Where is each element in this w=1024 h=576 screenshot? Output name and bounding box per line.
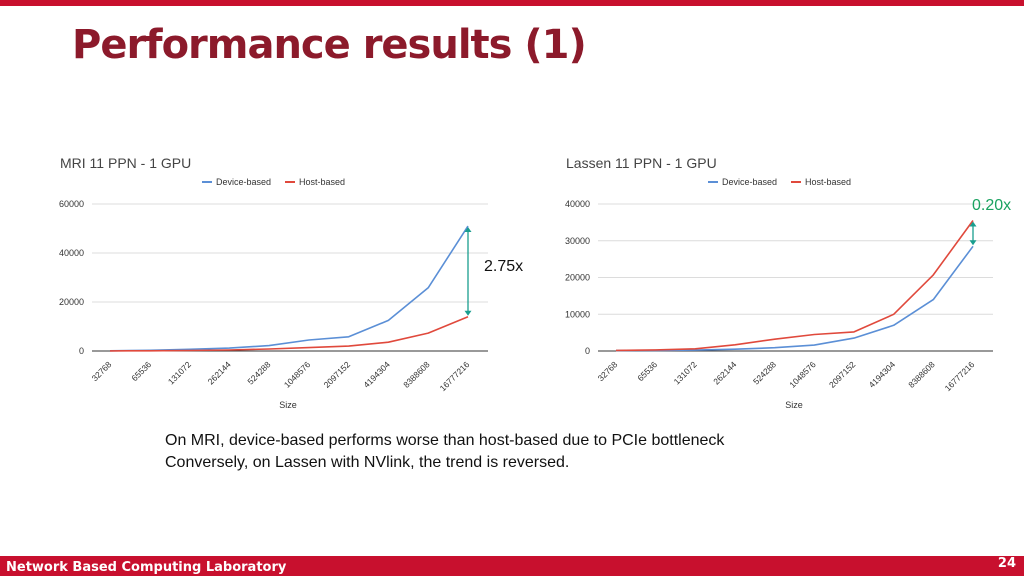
lassen-x-tick-label: 1048576 [787, 359, 818, 390]
mri-x-tick-label: 2097152 [322, 359, 353, 390]
charts-canvas: MRI 11 PPN - 1 GPU Device-based Host-based… [59, 155, 993, 410]
caption: On MRI, device-based performs worse than… [165, 430, 724, 474]
lassen-x-tick-label: 65536 [635, 359, 659, 383]
mri-x-tick-label: 65536 [129, 359, 153, 383]
caption-line-1: On MRI, device-based performs worse than… [165, 432, 725, 449]
slide-title: Performance results (1) [72, 22, 587, 68]
mri-y-tick-label: 40000 [59, 248, 84, 258]
mri-x-tick-label: 16777216 [438, 359, 472, 393]
lassen-ratio-annotation: 0.20x [972, 197, 1012, 214]
lassen-x-tick-label: 262144 [711, 359, 738, 386]
lassen-x-axis-title: Size [785, 400, 803, 410]
mri-x-tick-label: 8388608 [401, 359, 432, 390]
lassen-x-tick-label: 2097152 [827, 359, 858, 390]
lassen-x-tick-label: 524288 [751, 359, 778, 386]
lassen-y-tick-label: 40000 [565, 199, 590, 209]
footer-lab-name: Network Based Computing Laboratory [6, 560, 287, 575]
footer-bar: Network Based Computing Laboratory 24 [0, 556, 1024, 576]
caption-line-2: Conversely, on Lassen with NVlink, the t… [165, 454, 570, 471]
mri-x-axis-title: Size [279, 400, 297, 410]
mri-x-tick-label: 131072 [166, 359, 193, 386]
mri-y-tick-label: 0 [79, 346, 84, 356]
page-number: 24 [997, 556, 1016, 571]
lassen-y-tick-label: 20000 [565, 273, 590, 283]
mri-ratio-annotation: 2.75x [484, 258, 524, 275]
lassen-legend-label-host: Host-based [805, 177, 851, 187]
mri-legend-label-device: Device-based [216, 177, 271, 187]
mri-x-tick-label: 4194304 [361, 359, 392, 390]
lassen-y-tick-label: 30000 [565, 236, 590, 246]
mri-y-tick-label: 60000 [59, 199, 84, 209]
mri-legend-label-host: Host-based [299, 177, 345, 187]
lassen-x-tick-label: 8388608 [906, 359, 937, 390]
mri-x-tick-label: 1048576 [282, 359, 313, 390]
mri-chart-title: MRI 11 PPN - 1 GPU [60, 155, 191, 171]
lassen-series-line-device [615, 245, 974, 352]
lassen-chart-title: Lassen 11 PPN - 1 GPU [566, 155, 717, 171]
lassen-y-tick-label: 0 [585, 346, 590, 356]
top-accent-bar [0, 0, 1024, 6]
lassen-x-tick-label: 32768 [596, 359, 620, 383]
mri-ratio-arrow-head-top [464, 227, 472, 233]
lassen-ratio-arrow-head-top [969, 221, 977, 227]
lassen-x-tick-label: 4194304 [867, 359, 898, 390]
mri-x-tick-label: 262144 [206, 359, 233, 386]
lassen-x-tick-label: 131072 [672, 359, 699, 386]
mri-x-tick-label: 524288 [245, 359, 272, 386]
lassen-ratio-arrow-head-bottom [969, 240, 977, 246]
mri-ratio-arrow-head-bottom [464, 310, 472, 316]
lassen-x-tick-label: 16777216 [943, 359, 977, 393]
mri-x-tick-label: 32768 [90, 359, 114, 383]
mri-y-tick-label: 20000 [59, 297, 84, 307]
mri-series-line-device [109, 225, 469, 352]
lassen-y-tick-label: 10000 [565, 309, 590, 319]
mri-series-line-host [109, 315, 469, 352]
lassen-series-line-host [615, 220, 974, 352]
lassen-legend-label-device: Device-based [722, 177, 777, 187]
